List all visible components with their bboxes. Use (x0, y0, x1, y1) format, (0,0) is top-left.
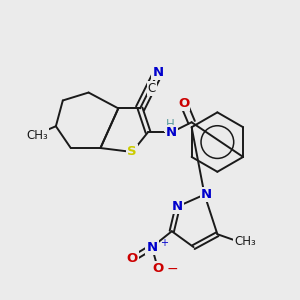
Text: CH₃: CH₃ (26, 129, 48, 142)
Text: N: N (152, 66, 164, 79)
Text: N: N (146, 241, 158, 254)
Text: N: N (172, 200, 183, 213)
Text: C: C (148, 82, 156, 95)
Text: H: H (165, 118, 174, 131)
Text: O: O (152, 262, 164, 275)
Text: S: S (128, 146, 137, 158)
Text: N: N (166, 126, 177, 139)
Text: −: − (167, 262, 178, 276)
Text: +: + (160, 238, 168, 248)
Text: N: N (201, 188, 212, 201)
Text: O: O (178, 97, 189, 110)
Text: O: O (127, 253, 138, 266)
Text: CH₃: CH₃ (234, 235, 256, 248)
